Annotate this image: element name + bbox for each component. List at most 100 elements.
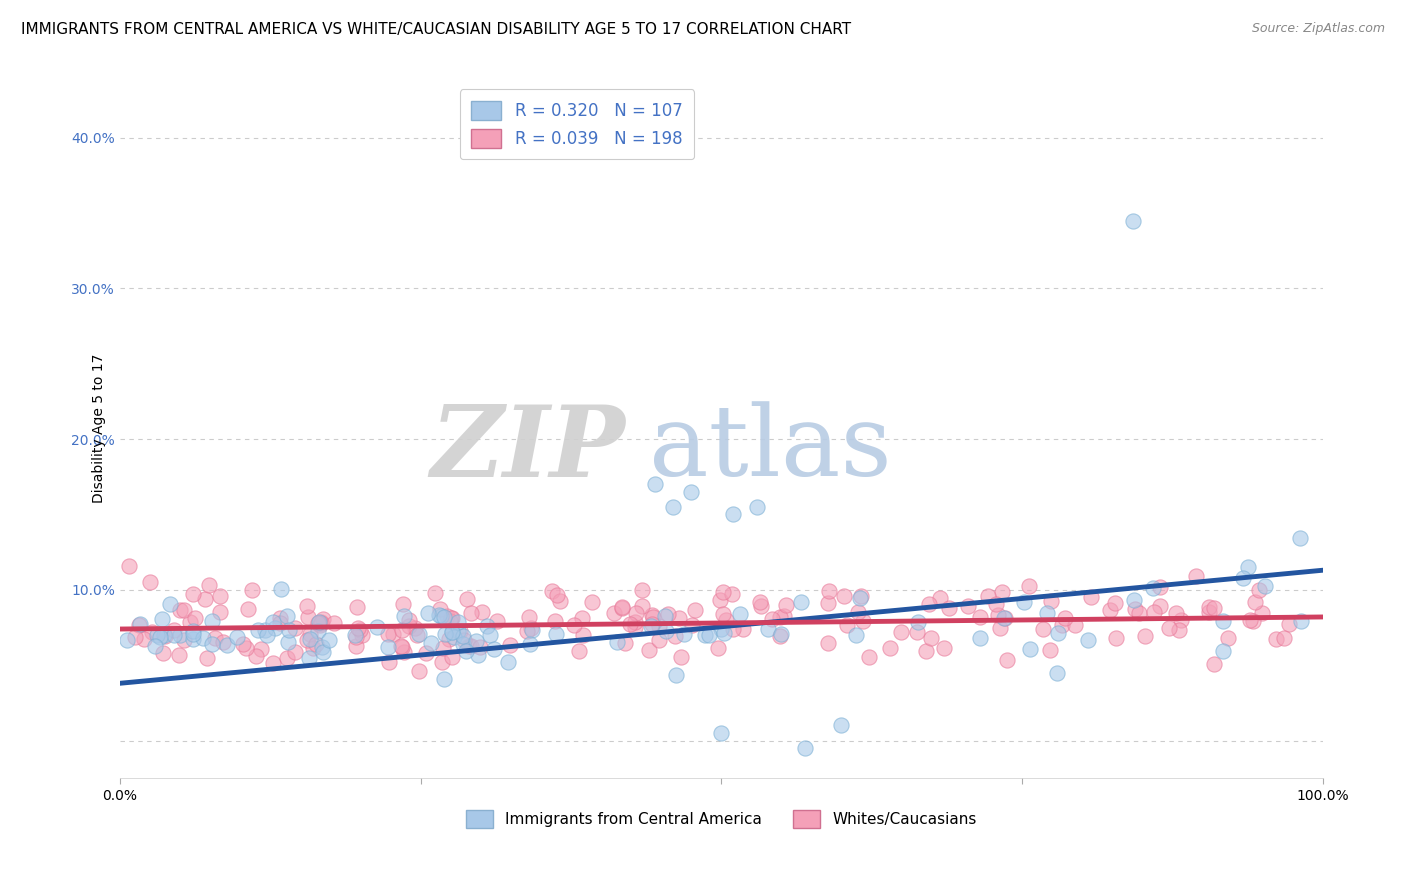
Text: IMMIGRANTS FROM CENTRAL AMERICA VS WHITE/CAUCASIAN DISABILITY AGE 5 TO 17 CORREL: IMMIGRANTS FROM CENTRAL AMERICA VS WHITE… (21, 22, 851, 37)
Point (443, 630, 465, 644)
Point (1104, 632, 1126, 646)
Point (929, 591, 952, 605)
Point (179, 615, 201, 630)
Point (775, 598, 797, 612)
Point (723, 508, 745, 522)
Point (668, 611, 690, 625)
Point (433, 610, 456, 624)
Point (194, 591, 217, 606)
Text: atlas: atlas (650, 401, 891, 497)
Point (1098, 603, 1121, 617)
Point (716, 613, 738, 627)
Point (1018, 579, 1040, 593)
Point (602, 606, 624, 620)
Point (436, 609, 458, 624)
Point (562, 618, 585, 632)
Point (832, 589, 855, 603)
Point (269, 611, 291, 625)
Point (389, 639, 412, 653)
Point (695, 628, 717, 642)
Point (298, 651, 321, 665)
Point (479, 628, 502, 642)
Point (318, 633, 340, 648)
Point (173, 633, 195, 648)
Point (1265, 632, 1288, 646)
Point (429, 609, 451, 624)
Point (460, 606, 482, 620)
Point (1040, 594, 1063, 608)
Point (247, 623, 270, 637)
Point (1212, 644, 1234, 658)
Point (307, 624, 329, 638)
Point (711, 584, 734, 599)
Point (831, 718, 853, 732)
Point (630, 582, 652, 597)
Point (408, 665, 430, 679)
Point (769, 629, 792, 643)
Legend: Immigrants from Central America, Whites/Caucasians: Immigrants from Central America, Whites/… (460, 804, 983, 834)
Point (439, 614, 461, 628)
Point (1052, 617, 1074, 632)
Point (343, 628, 366, 642)
Point (683, 603, 706, 617)
Point (984, 597, 1007, 611)
Point (1241, 614, 1264, 628)
Point (236, 602, 259, 616)
Point (235, 641, 257, 656)
Point (623, 615, 645, 630)
Point (1274, 632, 1296, 646)
Point (657, 607, 679, 621)
Point (613, 636, 636, 650)
Point (433, 672, 456, 686)
Point (1278, 616, 1301, 631)
Point (1243, 595, 1265, 609)
Point (1080, 590, 1102, 604)
Point (918, 597, 941, 611)
Point (794, 741, 817, 756)
Point (993, 611, 1015, 625)
Point (398, 619, 420, 633)
Point (344, 640, 367, 654)
Point (1212, 614, 1234, 628)
Point (710, 622, 733, 636)
Point (1289, 615, 1312, 629)
Point (394, 609, 416, 624)
Point (571, 611, 593, 625)
Text: ZIP: ZIP (430, 401, 626, 497)
Point (769, 610, 792, 624)
Point (519, 621, 541, 635)
Point (761, 612, 783, 626)
Point (150, 612, 173, 626)
Point (499, 638, 522, 652)
Point (451, 629, 474, 643)
Point (159, 597, 181, 611)
Point (1159, 621, 1181, 635)
Point (191, 631, 214, 645)
Point (378, 655, 401, 669)
Point (264, 621, 287, 635)
Point (905, 625, 928, 640)
Point (398, 613, 420, 627)
Point (644, 477, 666, 491)
Point (619, 616, 641, 631)
Point (451, 637, 474, 651)
Point (1149, 599, 1171, 614)
Point (1046, 626, 1069, 640)
Point (994, 610, 1017, 624)
Point (173, 602, 195, 616)
Point (204, 631, 226, 645)
Point (382, 627, 405, 641)
Point (302, 640, 325, 655)
Point (848, 606, 870, 620)
Point (118, 559, 141, 574)
Point (1289, 531, 1312, 545)
Point (485, 614, 508, 628)
Point (307, 616, 329, 631)
Point (322, 616, 344, 631)
Point (141, 624, 163, 639)
Point (441, 624, 464, 639)
Point (932, 641, 955, 656)
Point (349, 623, 371, 637)
Point (1077, 633, 1099, 648)
Point (377, 640, 399, 654)
